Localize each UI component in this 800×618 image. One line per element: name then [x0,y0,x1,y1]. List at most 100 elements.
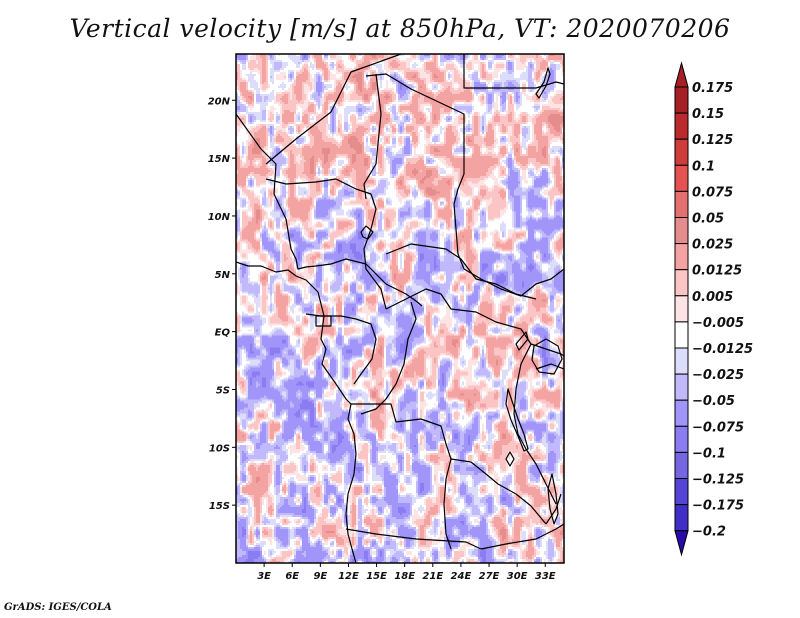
border-nigeria-cameroon [363,193,387,310]
border-angola-namibia [345,528,482,550]
colorbar-box [674,243,689,271]
y-axis-ticks: 20N 15N 10N 5N EQ 5S 10S 15S [208,96,236,512]
colorbar-label: 0.025 [692,238,733,253]
lake-mweru [505,451,515,467]
border-uganda [530,343,564,357]
y-tick-label: 15N [208,154,231,165]
y-tick-label: 15S [209,501,230,512]
border-zambia-south [480,523,564,550]
coastline-central-west [317,291,357,563]
colorbar-box [674,112,689,140]
border-egypt-sudan [463,54,564,89]
x-tick-label: 27E [479,571,500,582]
border-angola-zambia [443,458,452,550]
x-tick-label: 33E [535,571,556,582]
colorbar-box [674,504,689,532]
x-tick-label: 3E [257,571,271,582]
lake-albert [515,331,529,351]
y-tick-label: 5N [215,270,231,281]
border-car-north [385,243,537,300]
colorbar-label: −0.175 [692,499,744,514]
colorbar-labels: 0.175 0.15 0.125 0.1 0.075 0.05 0.025 0.0125 0.0… [692,81,753,540]
border-niger-chad [363,73,382,200]
colorbar-box [674,190,689,218]
colorbar-box [674,425,689,453]
colorbar-label: 0.005 [692,290,733,305]
colorbar-box [674,86,689,114]
colorbar-label: 0.175 [692,81,733,96]
border-drc-east [513,343,557,505]
colorbar-label: −0.005 [692,316,744,331]
border-chad-libya [365,73,465,174]
colorbar-label: 0.05 [692,212,724,227]
colorbar-label: −0.2 [692,525,726,540]
x-tick-label: 18E [394,571,415,582]
border-congo-drc [360,301,417,415]
colorbar-label: 0.0125 [692,264,742,279]
colorbar-label: 0.075 [692,185,733,200]
y-tick-label: EQ [215,328,231,339]
lake-nasser [535,67,551,99]
x-tick-label: 6E [285,571,299,582]
colorbar-box [674,399,689,427]
colorbar-box [674,269,689,297]
colorbar-label: −0.05 [692,394,735,409]
colorbar-box [674,164,689,192]
colorbar-label: −0.125 [692,473,744,488]
map-boundaries [236,54,564,563]
border-zambia-malawi [545,493,562,525]
map-panel [236,54,564,563]
colorbar-box [674,138,689,166]
x-tick-label: 12E [338,571,359,582]
y-tick-label: 10N [208,212,231,223]
border-equatorial-guinea [315,315,332,327]
x-tick-label: 30E [507,571,528,582]
colorbar-under-arrow [674,530,689,557]
vertical-velocity-field [236,54,564,563]
border-nigeria-niger [265,178,372,195]
x-tick-label: 15E [366,571,387,582]
colorbar-over-arrow [674,61,689,88]
x-tick-label: 21E [422,571,443,582]
colorbar-box [674,478,689,506]
y-tick-label: 5S [216,385,230,396]
y-tick-label: 10S [209,443,230,454]
colorbar-box [674,217,689,245]
map-frame [235,53,565,564]
grads-credit: GrADS: IGES/COLA [4,602,112,613]
y-tick-label: 20N [208,96,231,107]
border-ethiopia [520,268,564,297]
lake-malawi [547,473,559,525]
colorbar-label: −0.025 [692,368,744,383]
colorbar-box [674,321,689,349]
colorbar-label: −0.1 [692,446,726,461]
colorbar-label: 0.1 [692,159,715,174]
lake-chad [360,225,374,240]
colorbar-label: −0.0125 [692,342,753,357]
colorbar-box [674,451,689,479]
colorbar-box [674,347,689,375]
border-zambia-east [515,493,547,525]
colorbar-box [674,295,689,323]
colorbar-label: −0.075 [692,420,744,435]
coastline-west-africa [236,113,423,307]
border-uganda-kenya [535,363,564,370]
border-south-sudan [463,268,522,297]
colorbar-label: 0.15 [692,107,724,122]
lake-victoria [531,338,563,375]
colorbar-boxes [674,61,689,557]
x-axis-ticks: 3E 6E 9E 12E 15E 18E 21E 24E 27E 30E 33E [257,563,556,582]
coastline-gulf-guinea-1 [236,261,319,293]
lake-tanganyika [505,388,529,452]
colorbar-box [674,373,689,401]
x-tick-label: 24E [451,571,472,582]
border-niger-north [265,54,402,165]
x-tick-label: 9E [313,571,327,582]
border-angola-drc [351,403,517,495]
border-chad-sudan [453,173,465,270]
chart-title: Vertical velocity [m/s] at 850hPa, VT: 2… [69,14,731,43]
colorbar-label: 0.125 [692,133,733,148]
border-car-drc [385,288,532,345]
